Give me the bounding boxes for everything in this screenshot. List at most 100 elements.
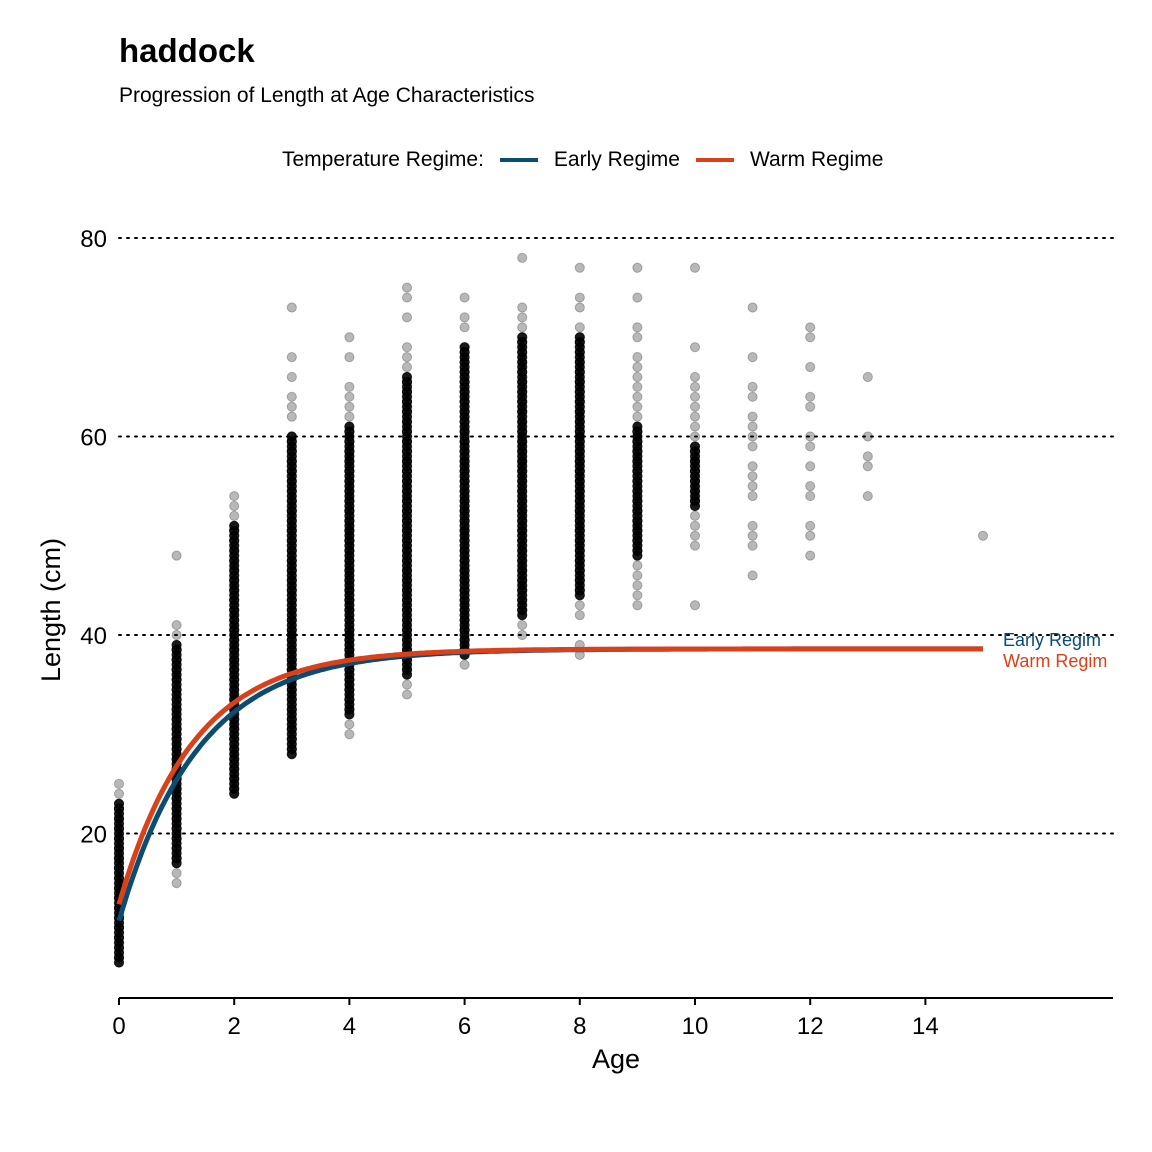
data-point [574, 292, 585, 303]
data-point [689, 371, 701, 383]
data-point [747, 381, 758, 392]
data-point [401, 282, 413, 293]
chart-title: haddock [119, 32, 255, 69]
data-point [862, 461, 873, 472]
gridlines [118, 237, 1114, 835]
data-point [689, 441, 701, 452]
data-point [459, 322, 470, 333]
data-point [401, 292, 413, 303]
data-point [632, 381, 643, 392]
data-point [689, 600, 701, 611]
data-point [632, 560, 643, 571]
legend: Temperature Regime: Early Regime Warm Re… [282, 145, 883, 175]
data-point [113, 788, 125, 799]
data-point [113, 778, 125, 789]
legend-label-warm: Warm Regime [749, 148, 884, 171]
data-point [862, 451, 873, 462]
x-tick-label: 12 [797, 1013, 824, 1040]
data-point [632, 401, 643, 412]
data-point [574, 600, 585, 611]
data-point [747, 302, 758, 313]
data-point [344, 352, 355, 363]
legend-title: Temperature Regime: [282, 148, 484, 171]
data-point [805, 520, 816, 531]
legend-key-early [499, 158, 538, 162]
data-point [747, 431, 758, 442]
data-point [459, 312, 470, 323]
data-point [747, 391, 758, 402]
data-point [689, 262, 701, 273]
data-point [459, 342, 470, 353]
data-point [517, 629, 528, 641]
data-point [747, 471, 758, 482]
data-point [632, 292, 643, 303]
data-point [747, 540, 758, 551]
data-point [171, 868, 182, 879]
data-point [171, 619, 182, 631]
data-point [401, 352, 413, 363]
data-point [344, 729, 355, 740]
data-point [632, 580, 643, 591]
data-point [632, 421, 643, 432]
data-point [805, 481, 816, 492]
data-point [747, 570, 758, 581]
data-point [574, 332, 585, 343]
data-point [805, 391, 816, 402]
data-point [805, 332, 816, 343]
growth-curves [116, 646, 983, 922]
data-point [171, 878, 182, 889]
chart-subtitle: Progression of Length at Age Characteris… [119, 84, 535, 107]
data-point [517, 332, 528, 343]
data-point [805, 461, 816, 472]
y-axis-label: Length (cm) [36, 538, 66, 682]
data-point [689, 411, 701, 422]
x-tick-label: 6 [458, 1013, 471, 1040]
data-point [286, 401, 297, 412]
data-point [805, 431, 816, 442]
data-point [171, 639, 182, 651]
growth-curve-early [116, 646, 983, 922]
data-point [805, 441, 816, 452]
data-point [286, 302, 297, 313]
data-point [632, 590, 643, 601]
end-label-early: Early Regim [1003, 630, 1101, 650]
data-point [632, 411, 643, 422]
x-tick-label: 4 [343, 1013, 356, 1040]
axes: 0 2 4 6 8 10 12 14 20 40 60 80 [80, 226, 1113, 1040]
data-point [747, 441, 758, 452]
data-point [747, 421, 758, 432]
data-point [862, 371, 873, 383]
data-point [401, 312, 413, 323]
data-point [286, 371, 297, 383]
x-tick-label: 2 [228, 1013, 241, 1040]
data-point [862, 431, 873, 442]
data-point [344, 719, 355, 730]
y-tick-label: 40 [80, 623, 107, 650]
data-point [747, 352, 758, 363]
data-point [286, 431, 297, 442]
data-point [747, 481, 758, 492]
data-point [862, 490, 873, 502]
x-axis-label: Age [592, 1044, 640, 1074]
data-point [632, 570, 643, 581]
y-tick-label: 80 [80, 226, 107, 253]
data-point [517, 619, 528, 631]
data-point [229, 520, 240, 531]
scatter-points [113, 252, 989, 968]
x-tick-label: 10 [682, 1013, 709, 1040]
end-label-warm: Warm Regim [1003, 651, 1107, 671]
x-tick-label: 14 [912, 1013, 939, 1040]
data-point [344, 401, 355, 412]
data-point [747, 530, 758, 541]
data-point [805, 550, 816, 561]
data-point [459, 292, 470, 303]
data-point [401, 679, 413, 690]
data-point [574, 322, 585, 333]
data-point [229, 500, 240, 512]
data-point [689, 510, 701, 522]
data-point [689, 520, 701, 531]
y-tick-label: 20 [80, 822, 107, 849]
data-point [689, 401, 701, 412]
data-point [689, 391, 701, 402]
